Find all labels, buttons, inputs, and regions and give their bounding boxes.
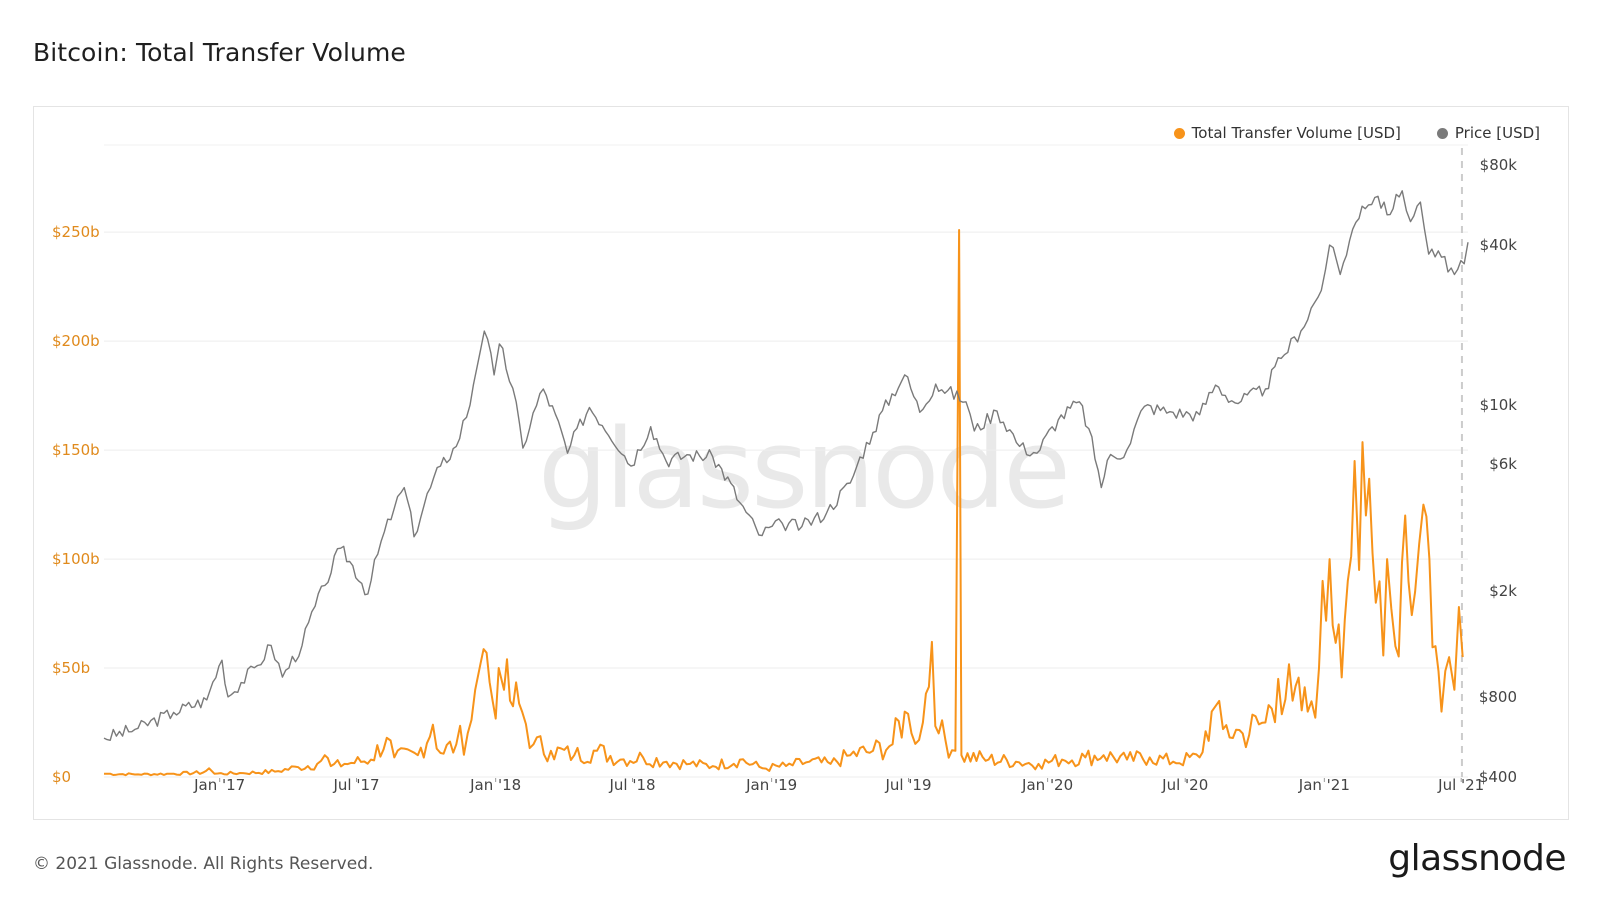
right-axis-tick-label: $10k (1480, 396, 1518, 414)
chart-panel (33, 106, 1569, 820)
left-axis-tick-label: $150b (52, 441, 100, 459)
legend-item-price[interactable]: Price [USD] (1436, 124, 1540, 142)
chart-legend: Total Transfer Volume [USD] Price [USD] (1173, 124, 1540, 142)
x-axis-tick-label: Jan '19 (745, 776, 797, 794)
x-axis-tick-label: Jul '21 (1437, 776, 1484, 794)
series-line-volume (103, 229, 1464, 777)
left-axis-tick-label: $0 (52, 768, 71, 786)
legend-label-volume: Total Transfer Volume [USD] (1191, 124, 1401, 142)
x-axis-tick-label: Jan '18 (469, 776, 521, 794)
right-axis-tick-label: $40k (1480, 236, 1518, 254)
legend-item-volume[interactable]: Total Transfer Volume [USD] (1173, 124, 1401, 142)
legend-label-price: Price [USD] (1454, 124, 1540, 142)
left-axis-tick-label: $100b (52, 550, 100, 568)
x-axis-tick-label: Jul '20 (1161, 776, 1208, 794)
brand-logo: glassnode (1388, 838, 1566, 879)
right-axis-tick-label: $80k (1480, 156, 1518, 174)
x-axis-tick-label: Jul '19 (884, 776, 931, 794)
right-axis-tick-label: $2k (1489, 582, 1517, 600)
legend-dot-volume (1173, 127, 1185, 139)
right-axis-tick-label: $6k (1489, 455, 1517, 473)
legend-dot-price (1436, 127, 1448, 139)
copyright-footer: © 2021 Glassnode. All Rights Reserved. (33, 854, 374, 874)
right-axis-tick-label: $400 (1479, 768, 1517, 786)
x-axis-tick-label: Jan '20 (1021, 776, 1073, 794)
x-axis-tick-label: Jan '17 (193, 776, 245, 794)
series-line-price (103, 190, 1469, 741)
x-axis-tick-label: Jan '21 (1298, 776, 1350, 794)
x-axis-tick-label: Jul '17 (332, 776, 379, 794)
watermark-text: glassnode (538, 405, 1071, 533)
right-axis-tick-label: $800 (1479, 688, 1517, 706)
page-title: Bitcoin: Total Transfer Volume (33, 38, 406, 67)
left-axis-tick-label: $200b (52, 332, 100, 350)
x-axis-tick-label: Jul '18 (608, 776, 655, 794)
left-axis-tick-label: $250b (52, 223, 100, 241)
left-axis-tick-label: $50b (52, 659, 90, 677)
